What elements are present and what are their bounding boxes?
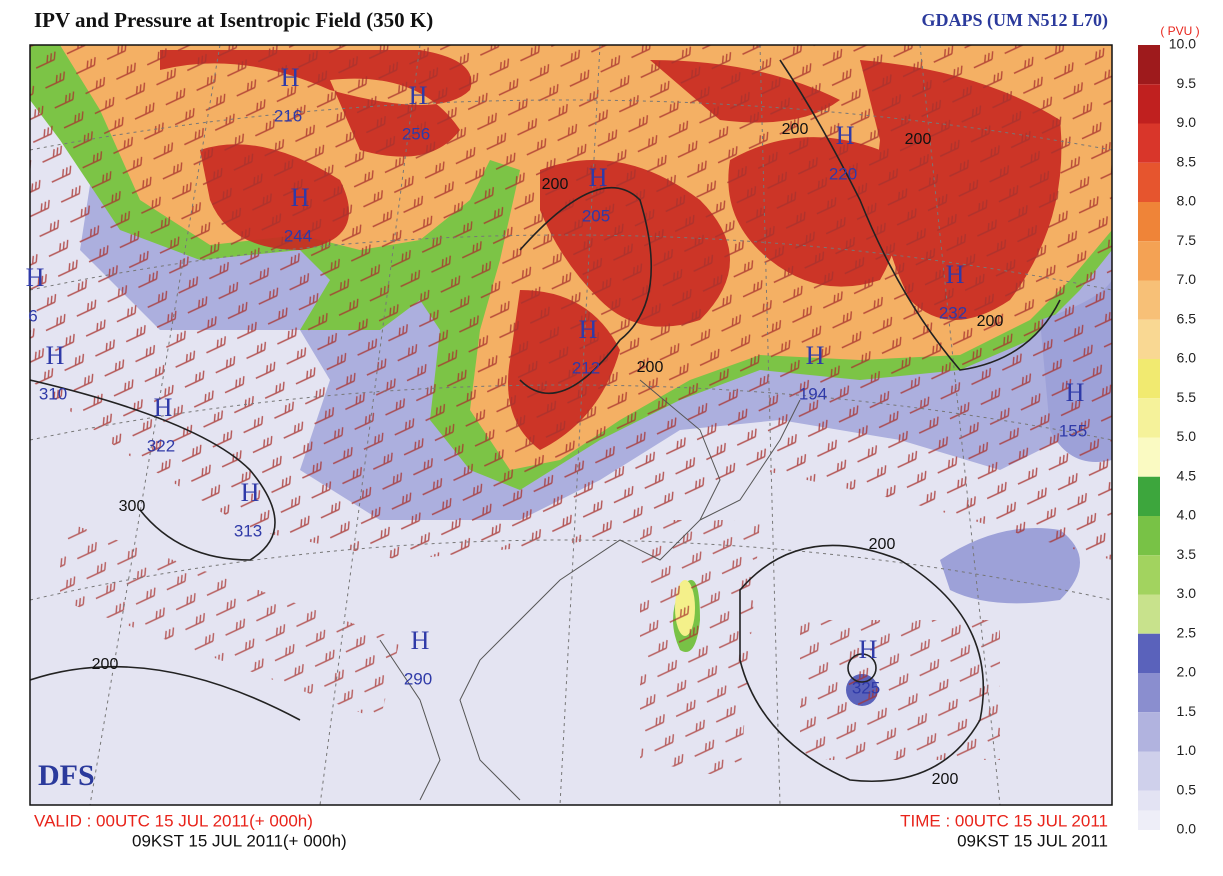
colorbar-label: 7.0 [1177, 271, 1197, 287]
high-value: 216 [274, 106, 302, 125]
contour-label: 200 [637, 359, 664, 376]
high-marker: H [409, 81, 428, 110]
colorbar-swatch [1138, 241, 1160, 281]
high-marker: H [154, 393, 173, 422]
colorbar-swatch [1138, 516, 1160, 556]
high-marker: H [46, 341, 65, 370]
colorbar-label: 3.0 [1177, 585, 1197, 601]
colorbar-swatch [1138, 437, 1160, 477]
high-value: 313 [234, 521, 262, 540]
colorbar-swatch [1138, 84, 1160, 124]
colorbar-swatch [1138, 280, 1160, 320]
colorbar-swatch [1138, 810, 1160, 830]
colorbar-swatch [1138, 594, 1160, 634]
high-marker: H [26, 263, 45, 292]
colorbar-label: 3.5 [1177, 546, 1197, 562]
colorbar-label: 2.5 [1177, 624, 1197, 640]
colorbar-swatch [1138, 476, 1160, 516]
high-value: 155 [1059, 421, 1087, 440]
issue-time-kst: 09KST 15 JUL 2011 [957, 831, 1108, 850]
wind-barbs [30, 45, 1112, 560]
colorbar-label: 7.5 [1177, 232, 1197, 248]
colorbar-label: 9.0 [1177, 114, 1197, 130]
colorbar-swatch [1138, 398, 1160, 438]
high-marker: H [281, 63, 300, 92]
colorbar-unit: ( PVU ) [1160, 24, 1199, 38]
high-value: 256 [402, 124, 430, 143]
colorbar-label: 1.0 [1177, 742, 1197, 758]
high-marker: H [291, 183, 310, 212]
colorbar-label: 5.5 [1177, 389, 1197, 405]
contour-label: 200 [92, 656, 119, 673]
colorbar-swatch [1138, 555, 1160, 595]
graticule [30, 45, 1112, 805]
high-value: 6 [28, 306, 37, 325]
high-marker: H [589, 163, 608, 192]
colorbar-label: 6.5 [1177, 310, 1197, 326]
colorbar-swatch [1138, 673, 1160, 713]
high-marker: H [946, 260, 965, 289]
high-value: 325 [852, 678, 880, 697]
high-value: 212 [572, 358, 600, 377]
contour-label: 200 [905, 131, 932, 148]
high-marker: H [579, 315, 598, 344]
colorbar-swatch [1138, 123, 1160, 163]
map-area [30, 45, 1112, 805]
colorbar-swatch [1138, 359, 1160, 399]
colorbar-label: 9.5 [1177, 75, 1197, 91]
contour-label: 200 [869, 536, 896, 553]
high-value: 322 [147, 436, 175, 455]
colorbar-swatch [1138, 751, 1160, 791]
contour-label: 200 [977, 313, 1004, 330]
high-marker: H [806, 341, 825, 370]
valid-time: VALID : 00UTC 15 JUL 2011(+ 000h) [34, 811, 313, 830]
colorbar-label: 8.0 [1177, 193, 1197, 209]
colorbar-swatch [1138, 633, 1160, 673]
colorbar-label: 6.0 [1177, 350, 1197, 366]
high-value: 310 [39, 384, 67, 403]
high-marker: H [1066, 378, 1085, 407]
high-value: 220 [829, 164, 857, 183]
high-marker: H [241, 478, 260, 507]
high-value: 244 [284, 226, 312, 245]
colorbar-swatch [1138, 202, 1160, 242]
contour-label: 200 [542, 176, 569, 193]
colorbar-label: 5.0 [1177, 428, 1197, 444]
colorbar-swatch [1138, 45, 1160, 85]
issue-time: TIME : 00UTC 15 JUL 2011 [900, 811, 1108, 830]
colorbar-label: 10.0 [1169, 36, 1196, 52]
high-marker: H [836, 121, 855, 150]
colorbar-label: 2.0 [1177, 664, 1197, 680]
wind-barbs-south [60, 520, 1000, 780]
high-marker: H [411, 626, 430, 655]
model-label: GDAPS (UM N512 L70) [922, 10, 1109, 31]
map-title: IPV and Pressure at Isentropic Field (35… [34, 8, 433, 32]
valid-time-kst: 09KST 15 JUL 2011(+ 000h) [132, 831, 347, 850]
high-value: 290 [404, 669, 432, 688]
high-value: 232 [939, 303, 967, 322]
colorbar-swatch [1138, 712, 1160, 752]
colorbar: 10.0 9.5 9.0 8.5 8.0 7.5 7.0 6.5 6.0 5.5 5.0 4.5 4.0… [1138, 36, 1196, 837]
map-frame [29, 44, 1113, 806]
contour-label: 200 [782, 121, 809, 138]
high-value: 194 [799, 384, 827, 403]
logo: DFS [38, 759, 95, 792]
colorbar-swatch [1138, 162, 1160, 202]
colorbar-label: 1.5 [1177, 703, 1197, 719]
colorbar-label: 0.5 [1177, 781, 1197, 797]
isobars [30, 59, 1061, 782]
colorbar-label: 0.0 [1177, 821, 1197, 837]
coastlines [379, 379, 801, 801]
high-value: 205 [582, 206, 610, 225]
colorbar-label: 8.5 [1177, 153, 1197, 169]
colorbar-label: 4.0 [1177, 507, 1197, 523]
high-marker: H [859, 635, 878, 664]
contour-label: 200 [932, 771, 959, 788]
colorbar-label: 4.5 [1177, 467, 1197, 483]
colorbar-swatch [1138, 319, 1160, 359]
contour-label: 300 [119, 498, 146, 515]
